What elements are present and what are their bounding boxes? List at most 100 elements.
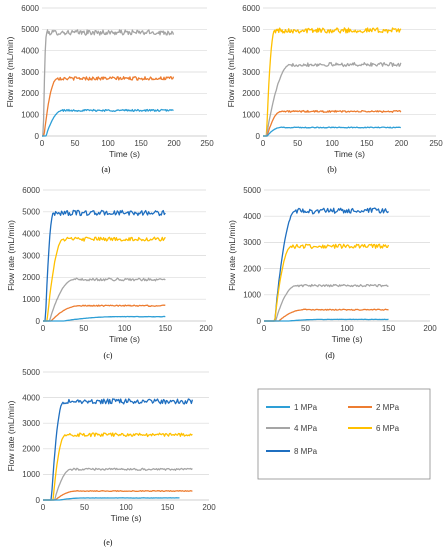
x-tick-label: 100: [119, 503, 133, 512]
x-tick-label: 50: [293, 139, 302, 148]
y-tick-label: 5000: [21, 25, 39, 34]
x-axis-title: Time (s): [109, 334, 140, 344]
y-tick-label: 0: [257, 317, 262, 326]
y-tick-label: 3000: [22, 251, 40, 260]
chart-panel-d: 0 1000 2000 3000 4000 5000 0 50 100 150 200 Time (s…: [227, 186, 437, 360]
series-line-8-mpa: [43, 398, 194, 501]
x-tick-label: 0: [41, 503, 46, 512]
y-tick-label: 4000: [22, 229, 40, 238]
y-tick-label: 1000: [22, 470, 40, 479]
series-line-6-mpa: [264, 243, 390, 322]
y-tick-label: 0: [36, 496, 41, 505]
legend-label: 6 MPa: [376, 424, 400, 433]
x-tick-label: 200: [423, 324, 437, 333]
x-tick-label: 200: [202, 503, 216, 512]
x-tick-label: 150: [159, 324, 173, 333]
x-tick-label: 200: [199, 324, 213, 333]
panel-caption: (a): [102, 165, 111, 174]
x-axis-title: Time (s): [332, 334, 363, 344]
legend-label: 1 MPa: [294, 403, 318, 412]
x-tick-label: 150: [360, 139, 374, 148]
x-tick-label: 250: [429, 139, 443, 148]
legend-label: 8 MPa: [294, 447, 318, 456]
x-axis-title: Time (s): [111, 513, 142, 523]
y-tick-label: 4000: [21, 46, 39, 55]
x-tick-label: 100: [101, 139, 115, 148]
y-tick-label: 6000: [242, 4, 260, 13]
y-axis-title: Flow rate (mL/min): [227, 220, 237, 291]
series-line-1-mpa: [43, 497, 180, 501]
series-line-4-mpa: [43, 277, 166, 322]
series-line-2-mpa: [43, 490, 193, 501]
y-tick-label: 1000: [242, 110, 260, 119]
panel-caption: (c): [104, 351, 113, 360]
y-axis-title: Flow rate (mL/min): [226, 36, 236, 107]
series-line-1-mpa: [43, 315, 166, 322]
y-tick-label: 0: [256, 132, 261, 141]
x-axis-title: Time (s): [109, 149, 140, 159]
x-tick-label: 50: [71, 139, 80, 148]
x-tick-label: 0: [262, 324, 267, 333]
x-tick-label: 150: [382, 324, 396, 333]
x-tick-label: 50: [79, 324, 88, 333]
x-tick-label: 100: [326, 139, 340, 148]
y-tick-label: 5000: [22, 368, 40, 377]
series-line-1-mpa: [42, 108, 174, 137]
y-tick-label: 3000: [243, 238, 261, 247]
y-tick-label: 0: [35, 132, 40, 141]
y-tick-label: 2000: [21, 89, 39, 98]
chart-panel-b: 0 1000 2000 3000 4000 5000 6000 0 50 100 150 200 250…: [226, 4, 443, 174]
series-line-2-mpa: [264, 308, 389, 322]
series-line-8-mpa: [264, 207, 389, 322]
y-tick-label: 2000: [22, 445, 40, 454]
x-tick-label: 200: [167, 139, 181, 148]
legend-label: 4 MPa: [294, 424, 318, 433]
x-tick-label: 100: [118, 324, 132, 333]
panel-caption: (e): [104, 538, 113, 547]
series-line-6-mpa: [43, 432, 193, 501]
legend-box: [257, 388, 431, 480]
legend-label: 2 MPa: [376, 403, 400, 412]
series-line-8-mpa: [43, 209, 166, 322]
x-tick-label: 150: [161, 503, 175, 512]
y-tick-label: 0: [36, 317, 41, 326]
series-line-2-mpa: [43, 304, 166, 322]
y-tick-label: 4000: [243, 212, 261, 221]
panel-caption: (d): [325, 351, 335, 360]
series-line-1-mpa: [263, 126, 402, 137]
y-tick-label: 1000: [21, 110, 39, 119]
y-tick-label: 6000: [21, 4, 39, 13]
y-tick-label: 4000: [242, 46, 260, 55]
x-tick-label: 150: [134, 139, 148, 148]
chart-panel-a: 0 1000 2000 3000 4000 5000 6000 0 50 100 150 200 250…: [5, 4, 214, 174]
series-line-4-mpa: [42, 29, 175, 137]
y-tick-label: 5000: [243, 186, 261, 195]
y-tick-label: 3000: [242, 68, 260, 77]
x-axis-title: Time (s): [334, 149, 365, 159]
x-tick-label: 250: [200, 139, 214, 148]
x-tick-label: 0: [261, 139, 266, 148]
y-tick-label: 3000: [22, 419, 40, 428]
series-line-6-mpa: [43, 236, 166, 322]
y-tick-label: 2000: [243, 264, 261, 273]
chart-panel-c: 0 1000 2000 3000 4000 5000 6000 0 50 100 150 200 Tim…: [6, 186, 213, 360]
y-tick-label: 4000: [22, 393, 40, 402]
x-tick-label: 0: [40, 139, 45, 148]
y-tick-label: 2000: [22, 273, 40, 282]
chart-panel-e: 0 1000 2000 3000 4000 5000 0 50 100 150 200 Time (s…: [6, 368, 216, 547]
series-line-6-mpa: [263, 27, 402, 137]
y-tick-label: 1000: [243, 291, 261, 300]
panel-caption: (b): [327, 165, 337, 174]
x-tick-label: 200: [395, 139, 409, 148]
series-line-4-mpa: [263, 61, 402, 137]
x-tick-label: 100: [340, 324, 354, 333]
y-tick-label: 5000: [22, 208, 40, 217]
x-tick-label: 50: [301, 324, 310, 333]
x-tick-label: 50: [80, 503, 89, 512]
series-line-2-mpa: [42, 76, 175, 137]
y-tick-label: 1000: [22, 295, 40, 304]
y-tick-label: 5000: [242, 25, 260, 34]
y-tick-label: 3000: [21, 68, 39, 77]
series-line-1-mpa: [264, 318, 389, 322]
